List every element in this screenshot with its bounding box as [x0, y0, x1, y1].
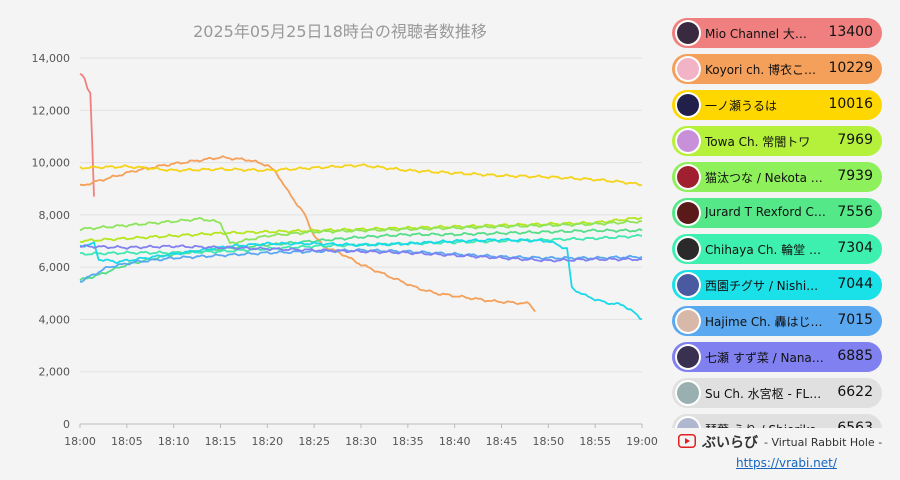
- x-tick-label: 18:25: [298, 435, 330, 448]
- site-link[interactable]: https://vrabi.net/: [736, 456, 837, 470]
- brand-name: ぶいらび: [702, 435, 758, 451]
- viewer-count: 7015: [837, 312, 873, 328]
- y-tick-label: 14,000: [32, 52, 71, 65]
- chart: 0 2,000 4,000 6,000 8,000 10,000 12,000 14,000 1…: [32, 52, 658, 448]
- series-line: [79, 248, 643, 283]
- x-tick-label: 18:15: [205, 435, 237, 448]
- channel-name: 猫汰つな / Nekota …: [705, 171, 823, 185]
- x-tick-label: 18:40: [439, 435, 471, 448]
- ranking-item[interactable]: 七瀬 すず菜 / Nana… 6885: [672, 342, 882, 372]
- chart-series: [79, 72, 643, 321]
- y-tick-label: 0: [63, 418, 70, 431]
- series-line: [79, 72, 95, 197]
- avatar-image: [677, 130, 699, 152]
- avatar-image: [677, 94, 699, 116]
- series-line: [80, 155, 536, 313]
- x-tick-label: 18:20: [251, 435, 283, 448]
- avatar: [675, 236, 701, 262]
- channel-name: 一ノ瀬うるは: [705, 99, 778, 113]
- avatar: [675, 380, 701, 406]
- y-tick-label: 8,000: [39, 209, 71, 222]
- avatar-image: [677, 22, 699, 44]
- avatar: [675, 128, 701, 154]
- x-tick-label: 18:45: [486, 435, 518, 448]
- avatar: [675, 92, 701, 118]
- ranking-item[interactable]: Mio Channel 大… 13400: [672, 18, 882, 48]
- series-line: [80, 244, 643, 263]
- avatar-image: [677, 310, 699, 332]
- series-line: [79, 237, 643, 321]
- footer: ぶいらび - Virtual Rabbit Hole - https://vra…: [672, 428, 900, 480]
- x-tick-label: 18:50: [532, 435, 564, 448]
- channel-name: Jurard T Rexford C…: [705, 205, 826, 219]
- avatar-image: [677, 274, 699, 296]
- x-tick-label: 18:05: [111, 435, 143, 448]
- chart-grid: [80, 57, 642, 425]
- avatar: [675, 200, 701, 226]
- channel-name: Towa Ch. 常闇トワ: [705, 135, 811, 149]
- x-tick-label: 18:00: [64, 435, 96, 448]
- viewer-count: 7969: [837, 132, 873, 148]
- avatar-image: [677, 382, 699, 404]
- ranking-item[interactable]: Jurard T Rexford C… 7556: [672, 198, 882, 228]
- ranking-item[interactable]: 猫汰つな / Nekota … 7939: [672, 162, 882, 192]
- x-tick-label: 19:00: [626, 435, 658, 448]
- ranking-item[interactable]: 一ノ瀬うるは 10016: [672, 90, 882, 120]
- viewer-count: 6885: [837, 348, 873, 364]
- ranking-item[interactable]: Chihaya Ch. 輪堂 … 7304: [672, 234, 882, 264]
- avatar-image: [677, 166, 699, 188]
- channel-name: 七瀬 すず菜 / Nana…: [705, 351, 824, 365]
- avatar-image: [677, 202, 699, 224]
- chart-axes: 0 2,000 4,000 6,000 8,000 10,000 12,000 14,000 1…: [32, 52, 658, 448]
- series-line: [79, 216, 643, 245]
- y-tick-label: 6,000: [39, 261, 71, 274]
- viewer-count: 6622: [837, 384, 873, 400]
- chart-title: 2025年05月25日18時台の視聴者数推移: [193, 22, 487, 41]
- avatar: [675, 164, 701, 190]
- viewer-count: 7939: [837, 168, 873, 184]
- channel-name: Chihaya Ch. 輪堂 …: [705, 243, 821, 257]
- ranking-item[interactable]: 西園チグサ / Nishi… 7044: [672, 270, 882, 300]
- ranking-item[interactable]: Koyori ch. 博衣こ… 10229: [672, 54, 882, 84]
- brand-tagline: - Virtual Rabbit Hole -: [764, 436, 883, 449]
- viewer-count: 7556: [837, 204, 873, 220]
- channel-name: 西園チグサ / Nishi…: [705, 279, 819, 293]
- channel-name: Hajime Ch. 轟はじ…: [705, 315, 823, 329]
- avatar: [675, 20, 701, 46]
- y-tick-label: 12,000: [32, 104, 71, 117]
- viewer-count: 7304: [837, 240, 873, 256]
- x-tick-label: 18:35: [392, 435, 424, 448]
- channel-name: Koyori ch. 博衣こ…: [705, 63, 816, 77]
- channel-name: Mio Channel 大…: [705, 27, 807, 41]
- viewer-count: 7044: [837, 276, 873, 292]
- viewer-count: 10016: [828, 96, 873, 112]
- viewer-count: 13400: [828, 24, 873, 40]
- avatar: [675, 308, 701, 334]
- y-tick-label: 4,000: [39, 313, 71, 326]
- channel-name: Su Ch. 水宮枢 - FL…: [705, 387, 822, 401]
- avatar: [675, 344, 701, 370]
- avatar-image: [677, 58, 699, 80]
- ranking-item[interactable]: Towa Ch. 常闇トワ 7969: [672, 126, 882, 156]
- ranking-item[interactable]: Su Ch. 水宮枢 - FL… 6622: [672, 378, 882, 408]
- youtube-play-icon: [678, 434, 696, 448]
- avatar-image: [677, 346, 699, 368]
- x-tick-label: 18:10: [158, 435, 190, 448]
- series-line: [79, 163, 643, 187]
- avatar: [675, 272, 701, 298]
- y-tick-label: 2,000: [39, 366, 71, 379]
- x-tick-label: 18:55: [579, 435, 611, 448]
- x-tick-label: 18:30: [345, 435, 377, 448]
- avatar-image: [677, 238, 699, 260]
- ranking-item[interactable]: Hajime Ch. 轟はじ… 7015: [672, 306, 882, 336]
- viewer-count: 10229: [828, 60, 873, 76]
- avatar: [675, 56, 701, 82]
- y-tick-label: 10,000: [32, 157, 71, 170]
